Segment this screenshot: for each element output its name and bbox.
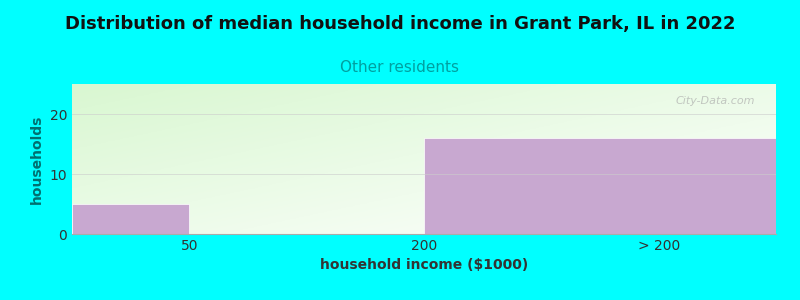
Y-axis label: households: households bbox=[30, 114, 44, 204]
Text: City-Data.com: City-Data.com bbox=[675, 96, 755, 106]
Bar bbox=[424, 138, 776, 234]
Text: Other residents: Other residents bbox=[341, 60, 459, 75]
Bar bbox=[72, 204, 190, 234]
Text: Distribution of median household income in Grant Park, IL in 2022: Distribution of median household income … bbox=[65, 15, 735, 33]
X-axis label: household income ($1000): household income ($1000) bbox=[320, 258, 528, 272]
